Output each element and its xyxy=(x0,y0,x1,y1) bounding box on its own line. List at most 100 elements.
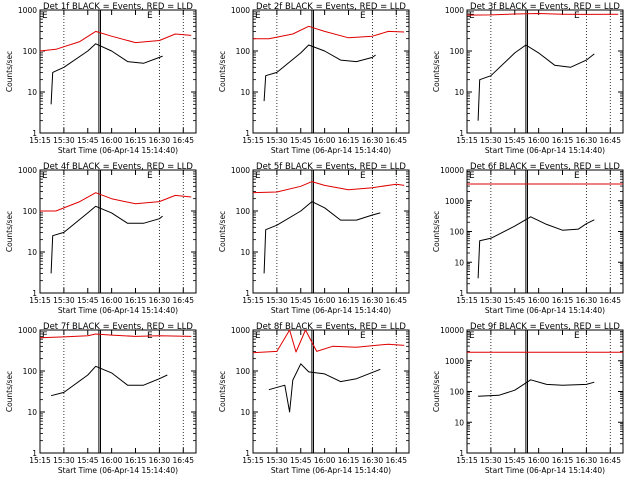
x-tick-label: 16:00 xyxy=(528,456,550,465)
x-tick-label: 16:30 xyxy=(576,296,598,305)
y-axis-label: Counts/sec xyxy=(218,51,227,92)
y-tick-label: 1 xyxy=(32,449,37,458)
x-tick-label: 15:30 xyxy=(266,136,288,145)
x-tick-label: 15:45 xyxy=(504,296,526,305)
marker-e-start: E xyxy=(255,11,261,21)
x-tick-label: 15:15 xyxy=(242,136,264,145)
y-tick-label: 10 xyxy=(27,408,37,417)
events-series-line xyxy=(477,44,595,121)
marker-e-end: E xyxy=(147,11,153,21)
marker-e-end: E xyxy=(574,11,580,21)
y-tick-label: 10 xyxy=(454,258,464,267)
plot-frame xyxy=(466,9,624,134)
y-tick-label: 10 xyxy=(27,88,37,97)
y-axis-label: Counts/sec xyxy=(432,371,441,412)
y-tick-label: 1 xyxy=(32,289,37,298)
y-tick-label: 100 xyxy=(23,47,38,56)
plot-frame xyxy=(252,169,410,294)
x-tick-label: 16:45 xyxy=(385,456,407,465)
x-tick-label: 16:15 xyxy=(338,296,360,305)
y-tick-label: 1 xyxy=(459,289,464,298)
x-tick-label: 15:30 xyxy=(266,296,288,305)
x-tick-label: 16:00 xyxy=(314,456,336,465)
events-series-line xyxy=(263,201,381,274)
y-axis-label: Counts/sec xyxy=(218,211,227,252)
x-tick-label: 16:30 xyxy=(149,136,171,145)
y-tick-label: 100 xyxy=(236,207,251,216)
x-tick-label: 16:15 xyxy=(125,456,147,465)
marker-e-end: E xyxy=(360,171,366,181)
x-tick-label: 15:30 xyxy=(266,456,288,465)
y-tick-label: 1 xyxy=(245,449,250,458)
panel-title: Det 3f BLACK = Events, RED = LLD xyxy=(470,2,620,12)
x-tick-label: 15:30 xyxy=(53,456,75,465)
x-axis-label: Start Time (06-Apr-14 15:14:40) xyxy=(271,466,391,475)
x-tick-label: 16:30 xyxy=(362,136,384,145)
x-tick-label: 16:15 xyxy=(125,136,147,145)
y-tick-label: 1 xyxy=(245,289,250,298)
x-tick-label: 15:45 xyxy=(504,136,526,145)
x-axis-label: Start Time (06-Apr-14 15:14:40) xyxy=(485,146,605,155)
panel-title: Det 8f BLACK = Events, RED = LLD xyxy=(256,322,406,332)
plot-frame xyxy=(252,9,410,134)
y-tick-label: 1 xyxy=(32,129,37,138)
lld-series-line xyxy=(252,329,405,354)
x-tick-label: 15:45 xyxy=(77,296,99,305)
y-tick-label: 100 xyxy=(450,228,465,237)
x-tick-label: 15:15 xyxy=(456,136,478,145)
y-tick-label: 10000 xyxy=(440,326,464,335)
marker-e-end: E xyxy=(147,171,153,181)
y-tick-label: 1 xyxy=(245,129,250,138)
panel-title: Det 7f BLACK = Events, RED = LLD xyxy=(43,322,193,332)
x-tick-label: 15:15 xyxy=(242,296,264,305)
marker-e-end: E xyxy=(360,11,366,21)
x-tick-label: 15:45 xyxy=(290,456,312,465)
y-tick-label: 10 xyxy=(454,88,464,97)
x-tick-label: 16:45 xyxy=(385,296,407,305)
x-tick-label: 16:00 xyxy=(314,296,336,305)
y-tick-label: 10000 xyxy=(440,166,464,175)
x-tick-label: 16:45 xyxy=(172,456,194,465)
x-tick-label: 15:30 xyxy=(480,296,502,305)
x-axis-label: Start Time (06-Apr-14 15:14:40) xyxy=(271,146,391,155)
x-tick-label: 15:45 xyxy=(504,456,526,465)
x-tick-label: 16:15 xyxy=(552,136,574,145)
x-tick-label: 16:45 xyxy=(172,136,194,145)
events-series-line xyxy=(50,43,163,105)
y-tick-label: 1000 xyxy=(445,357,464,366)
y-tick-label: 10 xyxy=(240,88,250,97)
marker-e-start: E xyxy=(469,11,475,21)
y-tick-label: 10 xyxy=(240,408,250,417)
marker-e-start: E xyxy=(42,331,48,341)
x-tick-label: 16:45 xyxy=(172,296,194,305)
panel-title: Det 9f BLACK = Events, RED = LLD xyxy=(470,322,620,332)
marker-e-start: E xyxy=(255,331,261,341)
x-tick-label: 15:30 xyxy=(480,136,502,145)
marker-e-start: E xyxy=(469,171,475,181)
x-tick-label: 16:00 xyxy=(528,296,550,305)
x-tick-label: 15:30 xyxy=(53,136,75,145)
y-tick-label: 100 xyxy=(450,388,465,397)
x-tick-label: 16:00 xyxy=(528,136,550,145)
marker-e-start: E xyxy=(42,171,48,181)
marker-e-start: E xyxy=(469,331,475,341)
x-tick-label: 16:45 xyxy=(599,136,621,145)
marker-e-end: E xyxy=(574,331,580,341)
y-tick-label: 100 xyxy=(23,367,38,376)
x-tick-label: 16:45 xyxy=(385,136,407,145)
panel-title: Det 6f BLACK = Events, RED = LLD xyxy=(470,162,620,172)
x-tick-label: 16:15 xyxy=(552,296,574,305)
lld-series-line xyxy=(39,30,192,52)
y-tick-label: 1000 xyxy=(445,197,464,206)
y-tick-label: 100 xyxy=(236,367,251,376)
marker-e-end: E xyxy=(360,331,366,341)
panel-title: Det 4f BLACK = Events, RED = LLD xyxy=(43,162,193,172)
y-tick-label: 1 xyxy=(459,129,464,138)
